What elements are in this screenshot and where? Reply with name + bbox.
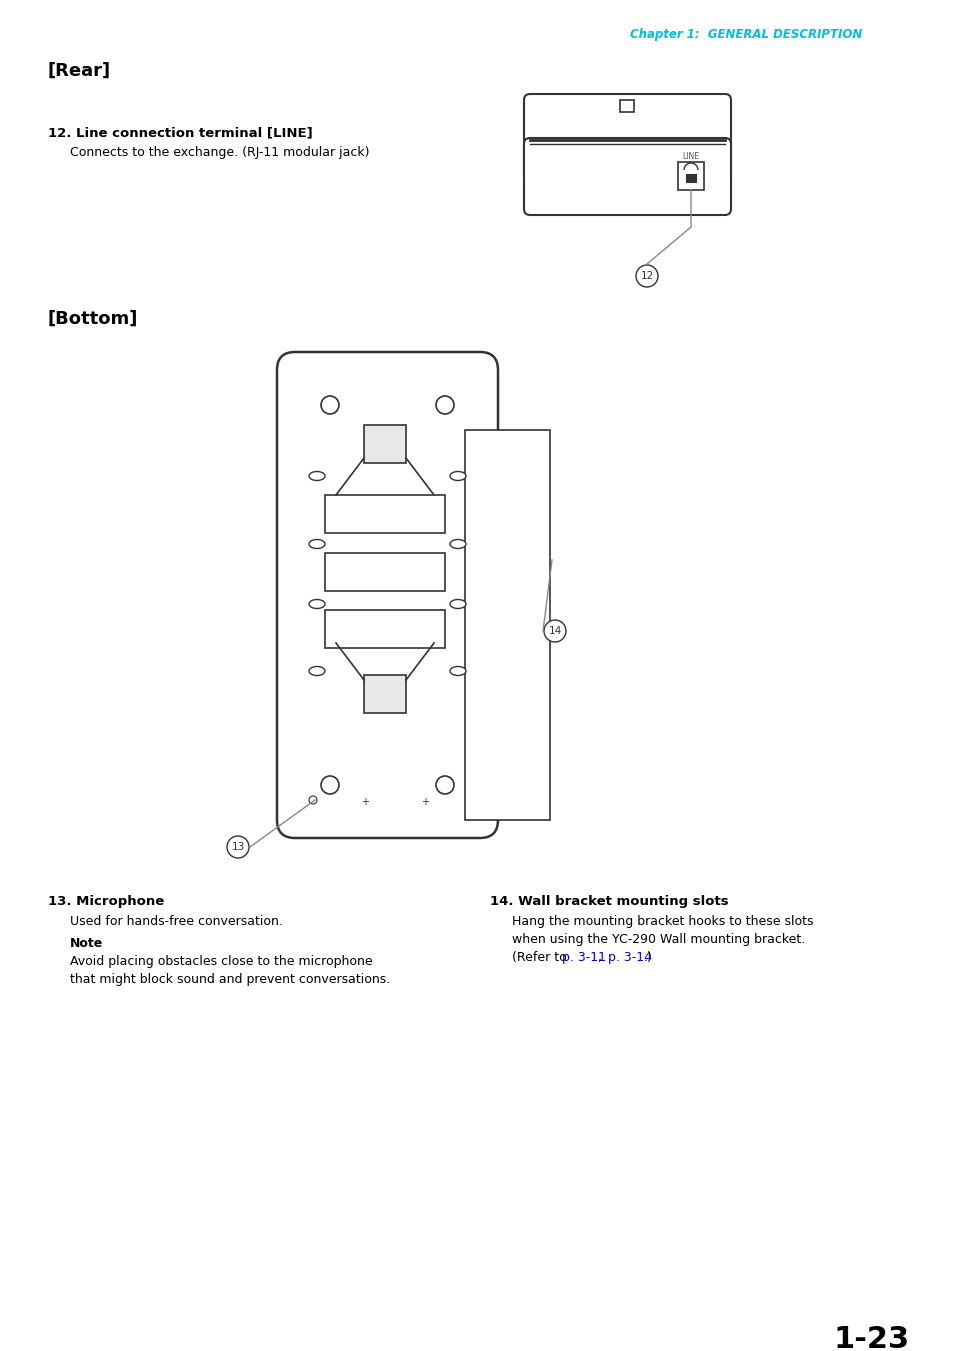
Bar [464,430,550,820]
Circle shape [436,396,454,413]
Circle shape [309,796,316,804]
Ellipse shape [450,666,465,676]
Circle shape [436,775,454,794]
Text: (Refer to: (Refer to [512,951,570,965]
Circle shape [636,265,658,286]
Text: [Rear]: [Rear] [48,62,111,80]
FancyBboxPatch shape [524,135,729,185]
Ellipse shape [450,471,465,481]
Text: p. 3-14: p. 3-14 [607,951,651,965]
Text: LINE: LINE [681,153,699,161]
Bar [685,174,696,182]
Text: 12: 12 [639,272,653,281]
Text: +: + [360,797,369,807]
Bar [678,162,703,190]
Circle shape [320,775,338,794]
Text: Used for hands-free conversation.: Used for hands-free conversation. [70,915,283,928]
Text: .): .) [642,951,652,965]
Circle shape [543,620,565,642]
Ellipse shape [309,600,325,608]
Bar [325,553,444,590]
Circle shape [227,836,249,858]
Text: Chapter 1:  GENERAL DESCRIPTION: Chapter 1: GENERAL DESCRIPTION [629,28,862,41]
Bar [619,100,634,112]
Text: Avoid placing obstacles close to the microphone: Avoid placing obstacles close to the mic… [70,955,373,969]
Text: Hang the mounting bracket hooks to these slots: Hang the mounting bracket hooks to these… [512,915,813,928]
Text: [Bottom]: [Bottom] [48,309,138,328]
Ellipse shape [450,600,465,608]
Bar [364,676,406,713]
FancyBboxPatch shape [523,138,730,215]
FancyBboxPatch shape [523,95,730,186]
FancyBboxPatch shape [524,95,729,145]
Bar [325,494,444,534]
FancyBboxPatch shape [276,353,497,838]
Text: 13. Microphone: 13. Microphone [48,894,164,908]
Text: when using the YC-290 Wall mounting bracket.: when using the YC-290 Wall mounting brac… [512,934,804,946]
Text: 13: 13 [232,842,244,852]
Ellipse shape [309,666,325,676]
Text: 12. Line connection terminal [LINE]: 12. Line connection terminal [LINE] [48,126,313,139]
Circle shape [320,396,338,413]
Ellipse shape [309,539,325,549]
Text: 14. Wall bracket mounting slots: 14. Wall bracket mounting slots [490,894,728,908]
Bar [325,611,444,648]
Ellipse shape [450,539,465,549]
Text: Connects to the exchange. (RJ-11 modular jack): Connects to the exchange. (RJ-11 modular… [70,146,369,159]
Text: +: + [420,797,429,807]
Text: p. 3-11: p. 3-11 [562,951,606,965]
Text: that might block sound and prevent conversations.: that might block sound and prevent conve… [70,973,390,986]
Text: ,: , [598,951,605,965]
Text: 1-23: 1-23 [833,1325,909,1351]
Ellipse shape [309,471,325,481]
Bar [364,426,406,463]
Text: Note: Note [70,938,103,950]
Text: 14: 14 [548,626,561,636]
